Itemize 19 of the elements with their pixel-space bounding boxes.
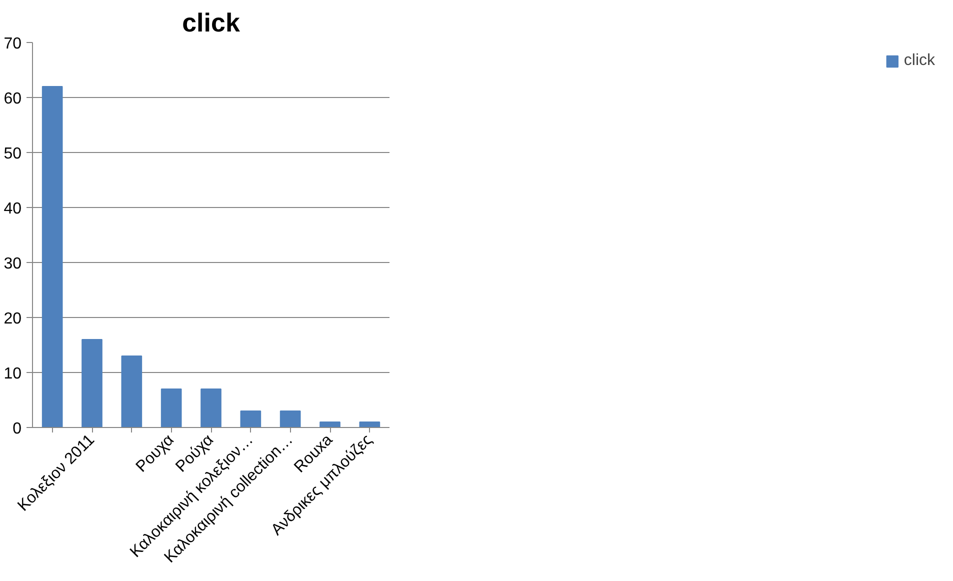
y-tick-label: 60 — [4, 90, 22, 108]
bar — [320, 422, 340, 428]
bar — [121, 356, 142, 428]
bar — [240, 410, 262, 428]
bar — [82, 339, 102, 428]
y-tick-label: 70 — [4, 36, 22, 52]
y-tick-label: 20 — [4, 310, 22, 328]
y-tick-label: 0 — [12, 420, 22, 438]
y-tick-label: 50 — [4, 146, 22, 162]
bar — [280, 410, 301, 428]
y-tick-label: 30 — [4, 256, 22, 272]
bar — [200, 388, 222, 428]
bar — [42, 86, 63, 428]
legend-label: click — [904, 52, 935, 70]
bar — [160, 388, 182, 428]
y-tick-label: 10 — [4, 366, 22, 382]
y-tick-label: 40 — [4, 200, 22, 218]
chart-title: click — [182, 8, 240, 38]
bar — [359, 422, 380, 428]
